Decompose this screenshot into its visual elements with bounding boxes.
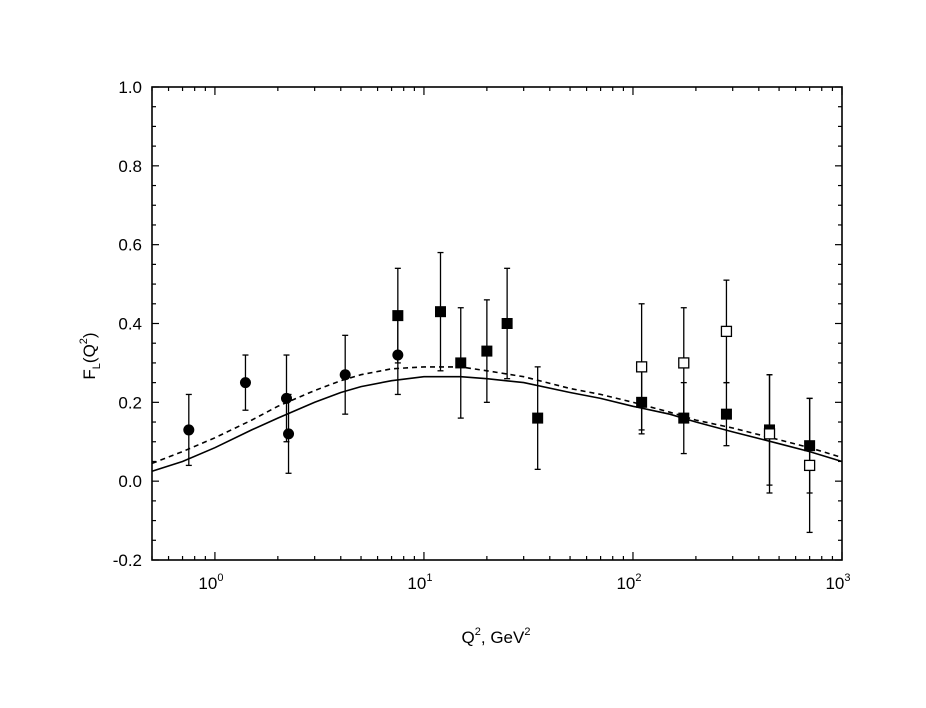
marker-square: [455, 357, 467, 369]
y-tick-label: -0.2: [113, 551, 142, 570]
marker-open-square: [635, 361, 648, 373]
y-tick-label: 0.4: [118, 315, 142, 334]
data-point: [392, 267, 404, 364]
marker-circle: [183, 424, 195, 436]
marker-square: [434, 306, 446, 318]
data-point: [720, 279, 733, 384]
data-point: [803, 397, 816, 534]
data-point: [183, 393, 195, 467]
y-tick-label: 0.2: [118, 393, 142, 412]
data-points: [183, 251, 816, 534]
tick-labels: -0.2 0.0 0.2 0.4 0.6 0.8 1.0 100 101 102 103: [113, 78, 851, 593]
x-axis-title: Q2, GeV2: [462, 626, 531, 647]
y-tick-label: 0.6: [118, 236, 142, 255]
marker-open-square: [720, 325, 733, 338]
marker-open-square: [678, 357, 690, 369]
marker-square: [532, 412, 544, 424]
y-tick-label: 0.8: [118, 157, 142, 176]
marker-square: [720, 408, 732, 420]
marker-open-square: [803, 459, 816, 472]
marker-circle: [280, 392, 292, 404]
data-point: [678, 307, 690, 419]
data-point: [720, 381, 732, 447]
y-tick-label: 1.0: [118, 78, 142, 97]
dashed-curve: [151, 366, 843, 465]
data-point: [635, 303, 648, 431]
data-point: [239, 354, 251, 411]
y-tick-label: 0.0: [118, 472, 142, 491]
marker-open-square: [763, 428, 776, 440]
data-point: [283, 393, 295, 474]
x-tick-label: 103: [825, 572, 850, 593]
data-point: [280, 354, 292, 443]
marker-circle: [283, 428, 295, 440]
model-curves: [151, 366, 843, 473]
data-point: [501, 267, 513, 380]
marker-square: [501, 318, 513, 329]
data-point: [434, 251, 446, 372]
data-point: [481, 299, 493, 403]
solid-curve: [151, 375, 843, 473]
y-axis-title: FL(Q2): [78, 332, 103, 379]
data-point: [763, 374, 776, 494]
marker-square: [392, 310, 404, 322]
x-tick-label: 100: [198, 572, 223, 593]
marker-square: [481, 345, 493, 357]
data-point: [532, 366, 544, 470]
axis-ticks: [151, 86, 843, 561]
marker-circle: [339, 369, 351, 381]
marker-circle: [239, 377, 251, 389]
data-point: [339, 334, 351, 415]
plot-frame: [151, 86, 843, 561]
data-point: [455, 307, 467, 419]
x-tick-label: 102: [616, 572, 641, 593]
x-tick-label: 101: [407, 572, 432, 593]
